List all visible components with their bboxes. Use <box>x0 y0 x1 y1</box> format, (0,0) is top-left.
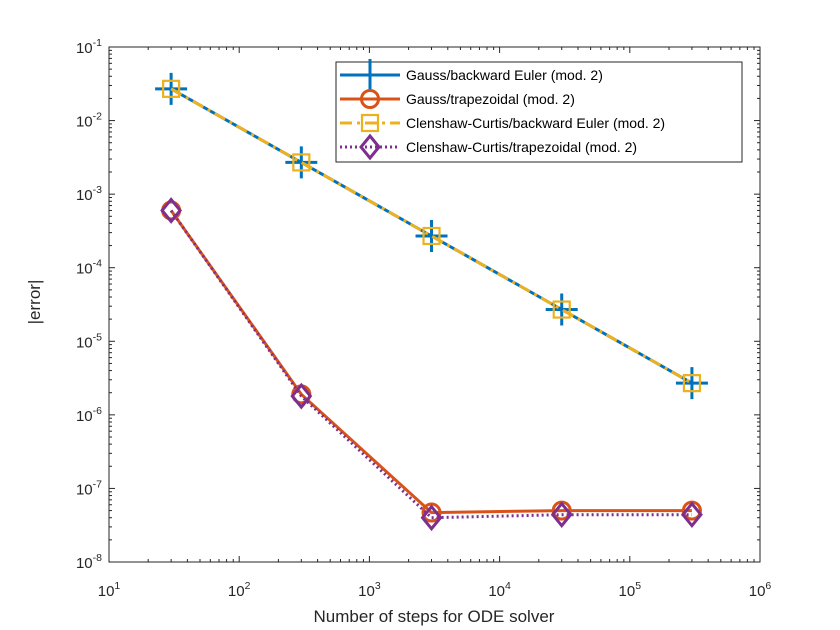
y-axis-label: |error| <box>25 280 44 325</box>
data-point <box>682 374 702 393</box>
legend-label: Clenshaw-Curtis/backward Euler (mod. 2) <box>406 115 665 131</box>
data-point <box>545 293 578 326</box>
x-tick-label-base: 10 <box>358 583 375 600</box>
y-tick-label-exponent: -8 <box>93 552 102 564</box>
data-point <box>290 382 313 410</box>
legend-marker <box>360 89 380 109</box>
y-tick-label-base: 10 <box>76 40 93 57</box>
y-tick-label-base: 10 <box>76 334 93 351</box>
data-point <box>422 226 441 246</box>
legend: Gauss/backward Euler (mod. 2) Gauss/trape… <box>335 59 743 163</box>
x-tick-label-base: 10 <box>749 583 766 600</box>
y-tick-label: 10-3 <box>76 184 102 204</box>
x-tick-label-exponent: 4 <box>505 580 511 592</box>
x-axis-label: Number of steps for ODE solver <box>314 607 555 626</box>
data-point <box>285 146 318 179</box>
x-axis-ticks: 101 102 103 104 105 106 <box>98 47 772 600</box>
legend-marker <box>354 59 386 91</box>
legend-label: Gauss/trapezoidal (mod. 2) <box>406 91 575 107</box>
data-point <box>415 219 448 252</box>
x-tick-label: 103 <box>358 580 381 600</box>
data-point <box>680 501 703 529</box>
y-tick-label: 10-1 <box>76 37 102 57</box>
x-tick-label: 101 <box>98 580 121 600</box>
y-tick-label-exponent: -1 <box>93 37 102 49</box>
series-3 <box>160 197 703 532</box>
y-tick-label-base: 10 <box>76 261 93 278</box>
data-point <box>550 501 573 529</box>
series-line <box>169 209 692 520</box>
data-point <box>160 197 183 224</box>
x-tick-label-base: 10 <box>619 583 636 600</box>
x-tick-label-base: 10 <box>488 583 505 600</box>
y-tick-label-base: 10 <box>76 187 93 204</box>
x-tick-label-exponent: 3 <box>375 580 381 592</box>
y-tick-label-exponent: -2 <box>93 111 102 123</box>
y-tick-label: 10-7 <box>76 478 102 498</box>
y-tick-label: 10-6 <box>76 405 102 425</box>
x-tick-label-base: 10 <box>228 583 245 600</box>
legend-marker <box>359 133 381 161</box>
y-tick-label-exponent: -6 <box>93 405 102 417</box>
x-tick-label-exponent: 6 <box>765 580 771 592</box>
data-point <box>420 504 443 532</box>
y-tick-label: 10-8 <box>76 552 102 572</box>
series-0 <box>155 72 708 400</box>
y-tick-label-base: 10 <box>76 114 93 131</box>
x-tick-label-exponent: 5 <box>635 580 641 592</box>
y-tick-label-base: 10 <box>76 481 93 498</box>
y-tick-label: 10-2 <box>76 111 102 131</box>
series-2 <box>162 79 702 393</box>
y-tick-label-exponent: -7 <box>93 478 102 490</box>
legend-box <box>335 61 743 163</box>
y-tick-label-exponent: -3 <box>93 184 102 196</box>
y-tick-label-base: 10 <box>76 555 93 572</box>
legend-entries: Gauss/backward Euler (mod. 2) Gauss/trape… <box>340 59 665 161</box>
y-tick-label: 10-5 <box>76 331 102 351</box>
legend-label: Gauss/backward Euler (mod. 2) <box>406 67 603 83</box>
y-tick-label-exponent: -4 <box>93 258 102 270</box>
data-point <box>675 367 708 400</box>
y-tick-label-exponent: -5 <box>93 331 102 343</box>
x-tick-label: 105 <box>619 580 642 600</box>
y-axis-ticks: 10-810-710-610-510-410-310-210-1 <box>76 37 760 572</box>
data-point <box>421 502 442 523</box>
y-tick-label: 10-4 <box>76 258 102 278</box>
y-tick-label-base: 10 <box>76 408 93 425</box>
x-tick-label: 104 <box>488 580 511 600</box>
legend-label: Clenshaw-Curtis/trapezoidal (mod. 2) <box>406 139 637 155</box>
data-point <box>162 79 181 98</box>
legend-marker <box>360 113 380 133</box>
x-tick-label-base: 10 <box>98 583 115 600</box>
x-tick-label-exponent: 1 <box>114 580 120 592</box>
x-tick-label: 106 <box>749 580 772 600</box>
x-tick-label: 102 <box>228 580 251 600</box>
x-tick-label-exponent: 2 <box>245 580 251 592</box>
series-layer <box>155 72 708 532</box>
data-point <box>552 300 571 319</box>
data-point <box>292 153 311 172</box>
